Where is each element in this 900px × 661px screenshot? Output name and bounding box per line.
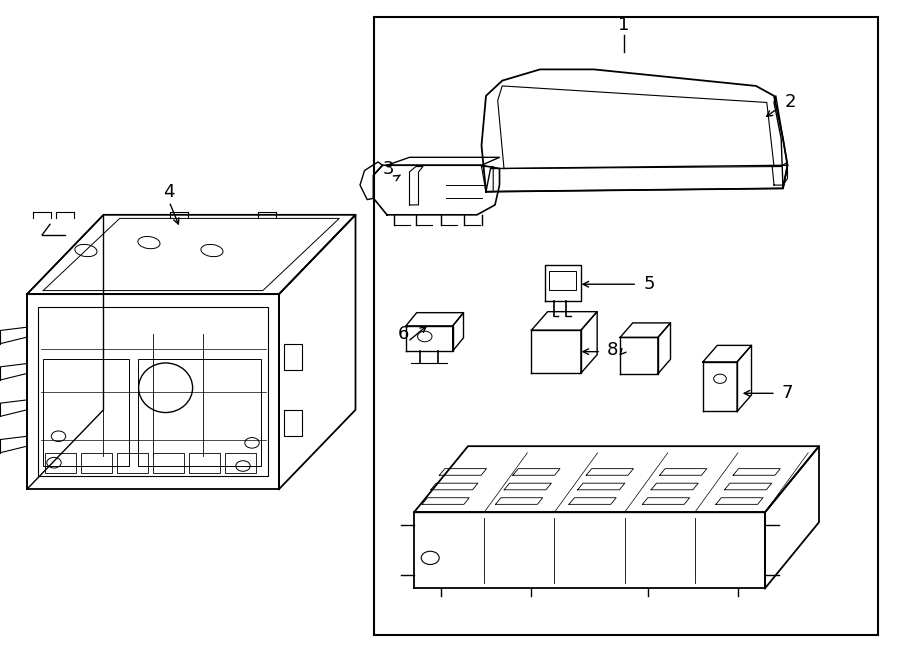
Text: 6: 6 — [398, 325, 409, 343]
Bar — [138, 359, 261, 466]
Bar — [374, 17, 878, 635]
Bar — [549, 271, 576, 290]
Text: 2: 2 — [785, 93, 796, 112]
Bar — [284, 410, 302, 436]
Bar — [38, 307, 268, 476]
Bar — [43, 359, 129, 466]
Bar — [45, 453, 76, 473]
Text: 8: 8 — [607, 341, 617, 360]
Bar — [117, 453, 148, 473]
Text: 5: 5 — [644, 275, 654, 293]
Text: 1: 1 — [618, 16, 629, 34]
Bar — [81, 453, 112, 473]
Bar — [284, 344, 302, 370]
Bar — [153, 453, 184, 473]
Bar — [225, 453, 256, 473]
Text: 4: 4 — [164, 182, 175, 201]
Bar — [189, 453, 220, 473]
Text: 7: 7 — [782, 384, 793, 403]
Text: 3: 3 — [383, 159, 394, 178]
